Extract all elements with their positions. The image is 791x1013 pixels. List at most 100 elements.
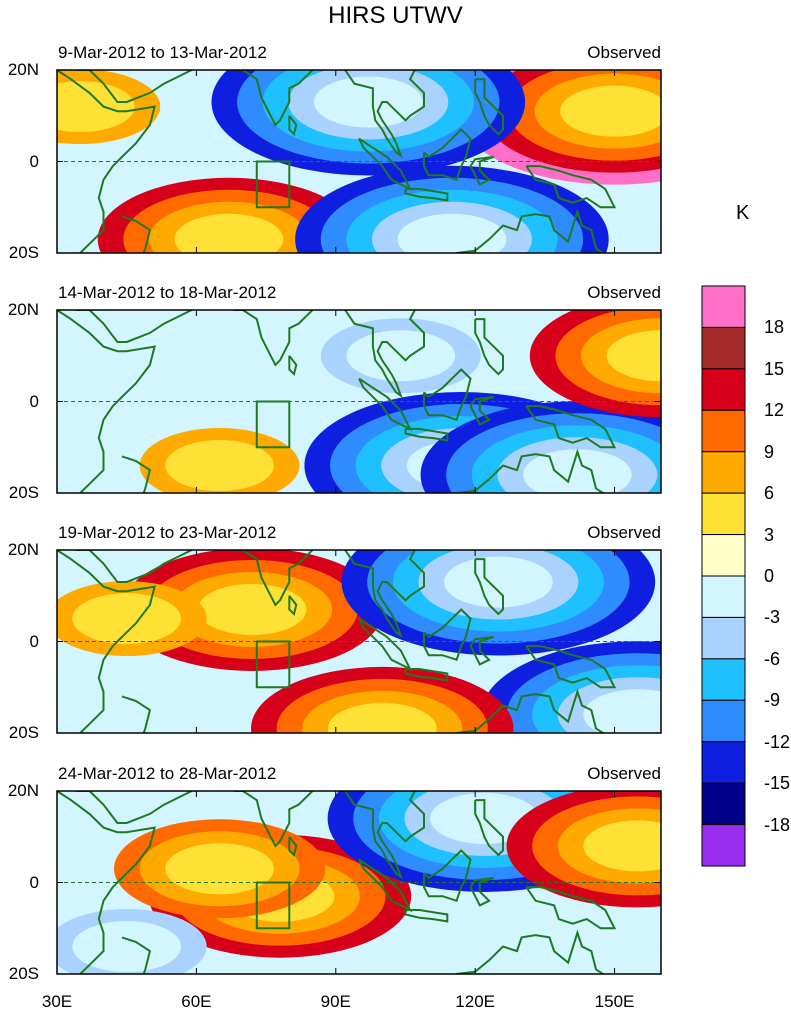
x-tick-label: 30E <box>41 992 73 1011</box>
colorbar-swatch <box>701 409 746 453</box>
coastline <box>525 405 617 449</box>
coastline <box>344 791 425 880</box>
x-tick-label: 150E <box>594 992 635 1011</box>
colorbar-unit: K <box>736 202 750 224</box>
anomaly-contour <box>397 213 507 253</box>
coastline <box>358 377 413 432</box>
panel-3 <box>56 549 662 734</box>
x-tick-label: 60E <box>181 992 212 1011</box>
colorbar-label: 18 <box>764 317 785 338</box>
panel-date-range: 9-Mar-2012 to 13-Mar-2012 <box>58 43 267 62</box>
anomaly-contour <box>327 702 437 733</box>
y-tick-label: 20N <box>7 540 39 559</box>
panel-label: Observed <box>587 43 661 62</box>
y-tick-label: 20N <box>7 300 39 319</box>
colorbar-swatch <box>701 326 746 370</box>
anomaly-contour <box>583 820 661 872</box>
coastline <box>474 318 504 376</box>
colorbar-swatch <box>701 699 746 743</box>
colorbar-swatch <box>701 741 746 784</box>
colorbar-label: -12 <box>764 731 791 752</box>
colorbar-label: -9 <box>764 690 781 711</box>
panel-2 <box>56 309 662 494</box>
y-tick-label: 0 <box>29 872 39 892</box>
region-box <box>255 640 291 689</box>
panel-label: Observed <box>587 523 661 542</box>
colorbar-swatch <box>701 824 746 867</box>
coastline <box>455 688 605 733</box>
colorbar-swatch <box>701 368 746 411</box>
coastline <box>57 70 156 253</box>
coastline <box>344 550 425 639</box>
colorbar-label: -15 <box>764 773 791 794</box>
colorbar-label: 12 <box>764 400 785 421</box>
coastline <box>455 929 605 974</box>
anomaly-contour <box>583 689 661 733</box>
anomaly-contour <box>57 81 135 133</box>
coastline <box>423 608 472 662</box>
coastline <box>288 115 298 137</box>
coastline <box>404 668 449 682</box>
y-tick-label: 0 <box>29 151 39 171</box>
panel-date-range: 24-Mar-2012 to 28-Mar-2012 <box>58 764 277 783</box>
colorbar-label: 6 <box>764 483 775 504</box>
coastline <box>358 617 413 672</box>
coastline <box>75 70 193 103</box>
panel-label: Observed <box>587 283 661 302</box>
colorbar-swatch <box>701 782 746 826</box>
x-tick-label: 90E <box>320 992 351 1011</box>
coastline <box>474 558 504 616</box>
colorbar-label: 0 <box>764 566 775 586</box>
coastline <box>423 368 472 422</box>
coastline <box>525 645 617 689</box>
panel-4 <box>56 790 662 975</box>
anomaly-contour <box>560 85 661 137</box>
coastline <box>233 791 314 848</box>
panel-date-range: 14-Mar-2012 to 18-Mar-2012 <box>58 283 277 302</box>
colorbar-label: -3 <box>764 607 781 628</box>
region-box <box>255 160 291 209</box>
coastline <box>75 310 193 343</box>
anomaly-contour <box>72 593 182 645</box>
coastline <box>423 849 472 903</box>
anomaly-contour <box>443 556 553 608</box>
x-tick-label: 120E <box>455 992 495 1011</box>
colorbar <box>701 285 746 867</box>
anomaly-contour <box>165 440 275 492</box>
coastline <box>469 155 495 186</box>
y-tick-label: 20S <box>8 243 39 262</box>
coastline <box>455 208 605 253</box>
coastline <box>474 799 504 857</box>
anomaly-contour <box>165 843 275 895</box>
panel-label: Observed <box>587 764 661 783</box>
coastline <box>233 70 314 127</box>
colorbar-swatch <box>701 492 746 536</box>
coastline <box>358 858 413 913</box>
colorbar-label: -18 <box>764 814 791 835</box>
y-tick-label: 20S <box>8 723 39 742</box>
coastline <box>404 187 449 202</box>
panel-1 <box>56 69 662 254</box>
coastline <box>525 165 617 209</box>
coastline <box>57 791 156 974</box>
coastline <box>423 128 472 182</box>
colorbar-label: 15 <box>764 358 785 379</box>
region-box <box>255 400 291 449</box>
coastline <box>75 550 193 583</box>
anomaly-contour <box>174 213 284 253</box>
colorbar-swatch <box>701 534 746 577</box>
coastline <box>469 876 495 907</box>
y-tick-label: 0 <box>29 391 39 411</box>
coastline <box>233 310 314 367</box>
y-tick-label: 20N <box>7 781 39 800</box>
coastline <box>344 70 425 159</box>
y-tick-label: 20S <box>8 964 39 983</box>
coastline <box>288 836 298 857</box>
anomaly-contour <box>606 330 661 382</box>
y-tick-label: 20S <box>8 483 39 502</box>
coastline <box>344 310 425 399</box>
colorbar-swatch <box>701 285 746 328</box>
colorbar-swatch <box>701 658 746 701</box>
coastline <box>474 78 504 136</box>
coastline <box>469 635 495 666</box>
